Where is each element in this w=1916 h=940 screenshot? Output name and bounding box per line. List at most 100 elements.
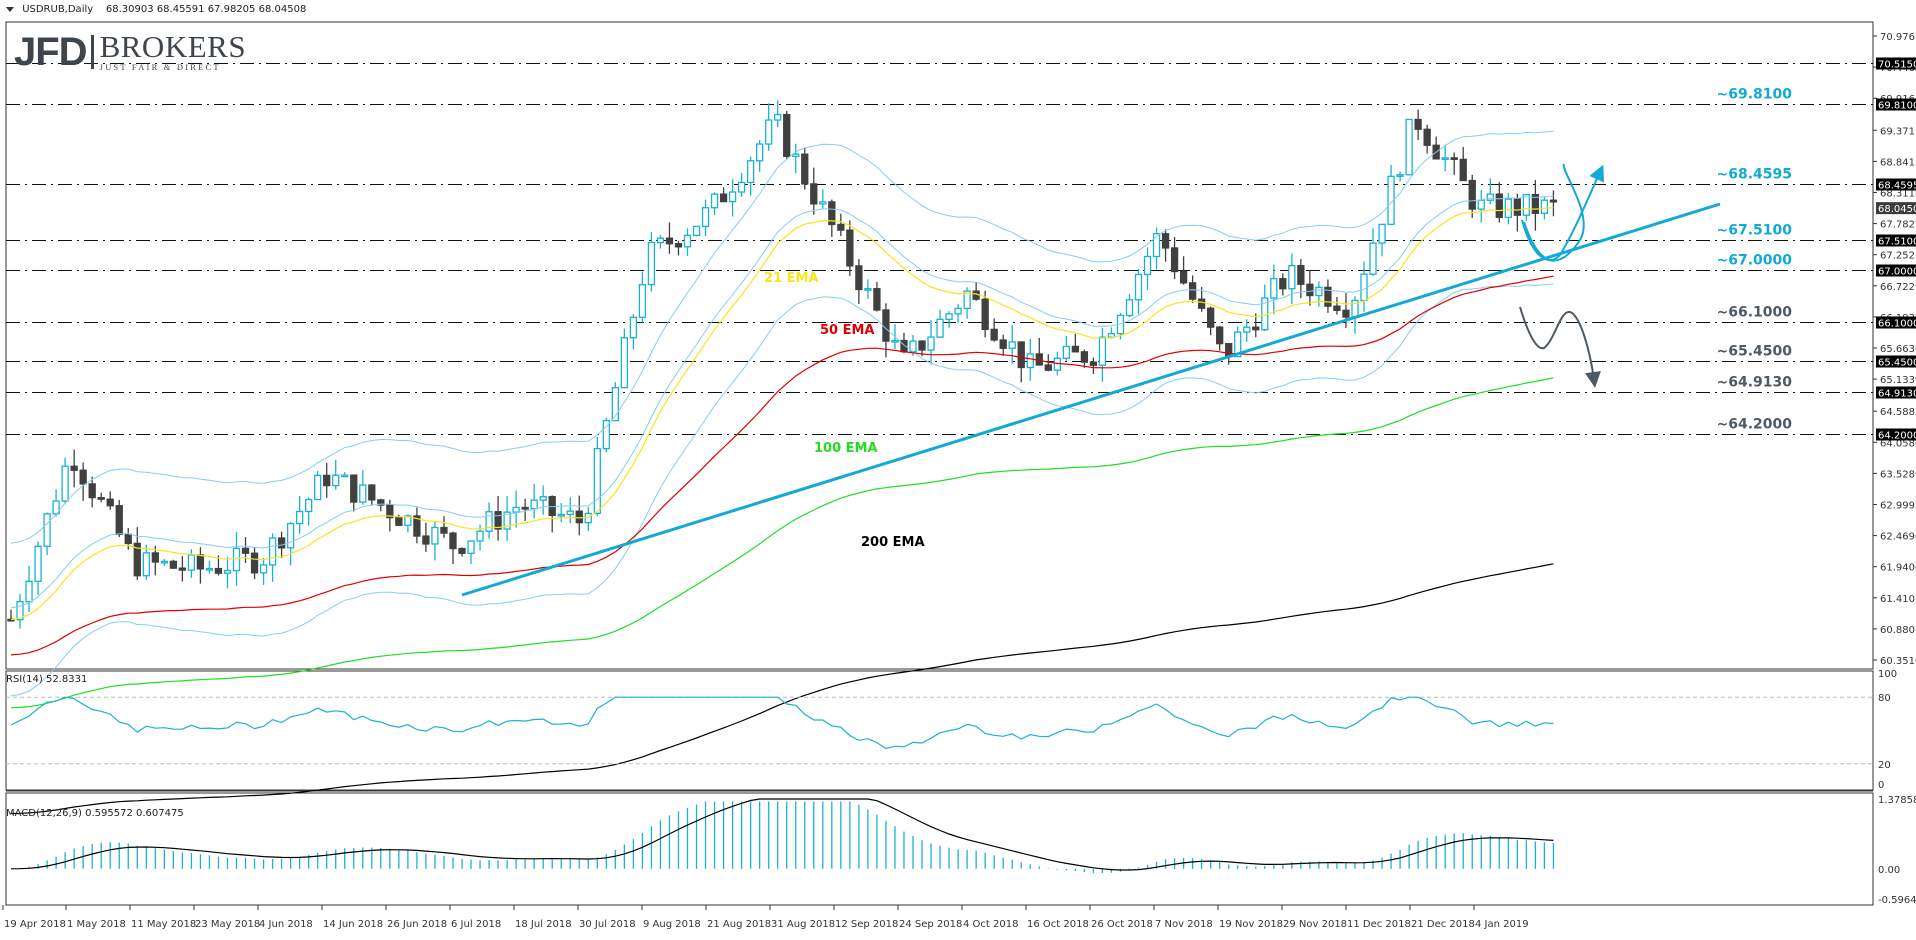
time-tick-label: 26 Jun 2018 [387, 919, 447, 930]
axis-tick-label: 60.35105 [1880, 656, 1916, 667]
level-price-label: 66.10000 [1878, 319, 1916, 330]
bearish-candle [990, 328, 998, 341]
bearish-candle [277, 537, 286, 549]
bullish-candle [25, 580, 33, 603]
level-price-box [1876, 428, 1916, 441]
time-tick-label: 19 Apr 2018 [4, 919, 66, 930]
bearish-candle [873, 288, 881, 311]
axis-tick-label: 65.66360 [1880, 344, 1916, 355]
bullish-candle [404, 515, 412, 526]
time-tick-label: 21 Dec 2018 [1411, 919, 1475, 930]
time-tick-label: 1 May 2018 [67, 919, 126, 930]
bearish-candle [79, 469, 87, 485]
bullish-candle [692, 225, 701, 237]
bullish-candle [1098, 336, 1107, 366]
bearish-candle [250, 552, 259, 574]
axis-tick-label: 64.05860 [1880, 438, 1916, 449]
bearish-candle [1423, 128, 1431, 146]
bullish-candle [593, 447, 601, 515]
bullish-projection-arrow-path [1521, 164, 1604, 261]
bearish-candle [241, 547, 250, 554]
bearish-candle [413, 515, 421, 537]
level-price-box [1876, 98, 1916, 111]
bullish-candle [1270, 278, 1278, 299]
bullish-candle [16, 601, 24, 621]
ema-label: 21 EMA [764, 271, 819, 286]
bullish-candle [819, 201, 827, 205]
level-price-label: 69.81000 [1878, 101, 1916, 112]
bullish-candle [737, 181, 746, 193]
uptrend-line[interactable] [461, 202, 1721, 597]
macd-signal-line [10, 798, 1554, 871]
candles [7, 100, 1558, 629]
time-tick-label: 11 Dec 2018 [1347, 919, 1411, 930]
time-tick-label: 14 Jun 2018 [323, 919, 383, 930]
level-price-box [1876, 178, 1916, 191]
level-annotation: ~64.9130 [1717, 375, 1793, 391]
ema-label: 200 EMA [861, 535, 925, 550]
bearish-candle [323, 474, 331, 487]
bullish-candle [503, 511, 511, 530]
bearish-candle [368, 484, 376, 501]
time-tick-label: 29 Nov 2018 [1283, 919, 1347, 930]
bearish-candle [106, 498, 114, 507]
collapse-triangle-icon[interactable] [6, 6, 14, 12]
macd-axis-label: -0.596406 [1878, 895, 1916, 906]
level-price-label: 68.45950 [1878, 181, 1916, 192]
bearish-candle [151, 552, 159, 563]
level-annotation: ~66.1000 [1717, 305, 1793, 321]
bearish-candle [846, 229, 854, 267]
bearish-candle [377, 499, 385, 506]
bullish-candle [1053, 357, 1061, 371]
rsi-axis-label: 0 [1878, 780, 1884, 791]
rsi-axis-label: 100 [1878, 669, 1897, 680]
bullish-candle [142, 552, 150, 577]
level-price-label: 64.20000 [1878, 431, 1916, 442]
bullish-candle [530, 499, 538, 510]
symbol-label: USDRUB,Daily [22, 4, 94, 15]
bullish-candle [1504, 198, 1512, 219]
bearish-candle [1459, 158, 1467, 182]
time-tick-label: 30 Jul 2018 [579, 919, 636, 930]
bearish-candle [1017, 341, 1025, 369]
bullish-candle [61, 465, 69, 502]
bullish-candle [259, 564, 268, 574]
bearish-candle [1179, 270, 1188, 284]
bullish-candle [765, 119, 773, 145]
axis-tick-label: 63.52895 [1880, 469, 1916, 480]
bearish-candle [981, 298, 989, 330]
bearish-candle [1089, 361, 1098, 366]
bearish-candle [196, 554, 205, 570]
level-price-label: 67.51000 [1878, 237, 1916, 248]
bullish-candle [792, 153, 800, 158]
time-tick-label: 11 May 2018 [131, 919, 196, 930]
time-tick-label: 19 Nov 2018 [1219, 919, 1283, 930]
bearish-candle [575, 510, 583, 524]
horizontal-levels: 70.51500 69.81000 ~69.8100 68.45950 ~68.4595… [6, 57, 1916, 442]
level-price-box [1876, 234, 1916, 247]
axis-tick-label: 67.78220 [1880, 220, 1916, 231]
time-tick-label: 9 Aug 2018 [643, 919, 701, 930]
bullish-candle [160, 560, 168, 564]
logo-divider [90, 35, 94, 69]
bullish-candle [187, 554, 196, 571]
axis-tick-label: 65.13395 [1880, 375, 1916, 386]
bollinger-lower-band [10, 283, 1554, 697]
ema-100-line [10, 377, 1554, 709]
rsi-axis-label: 20 [1878, 760, 1891, 771]
level-annotation: ~67.5100 [1717, 223, 1793, 239]
axis-tick-label: 69.37115 [1880, 126, 1916, 137]
level-price-label: 65.45000 [1878, 358, 1916, 369]
bullish-candle [647, 241, 656, 286]
bearish-candle [1531, 193, 1540, 214]
bearish-candle [386, 504, 394, 519]
ema-label: 100 EMA [814, 441, 878, 456]
bullish-candle [963, 290, 971, 310]
bearish-candle [97, 496, 105, 500]
bullish-candle [683, 234, 692, 248]
level-annotation: ~69.8100 [1717, 87, 1793, 103]
main-pane-frame [5, 21, 1874, 670]
bullish-candle [945, 313, 953, 320]
time-tick-label: 23 May 2018 [195, 919, 260, 930]
